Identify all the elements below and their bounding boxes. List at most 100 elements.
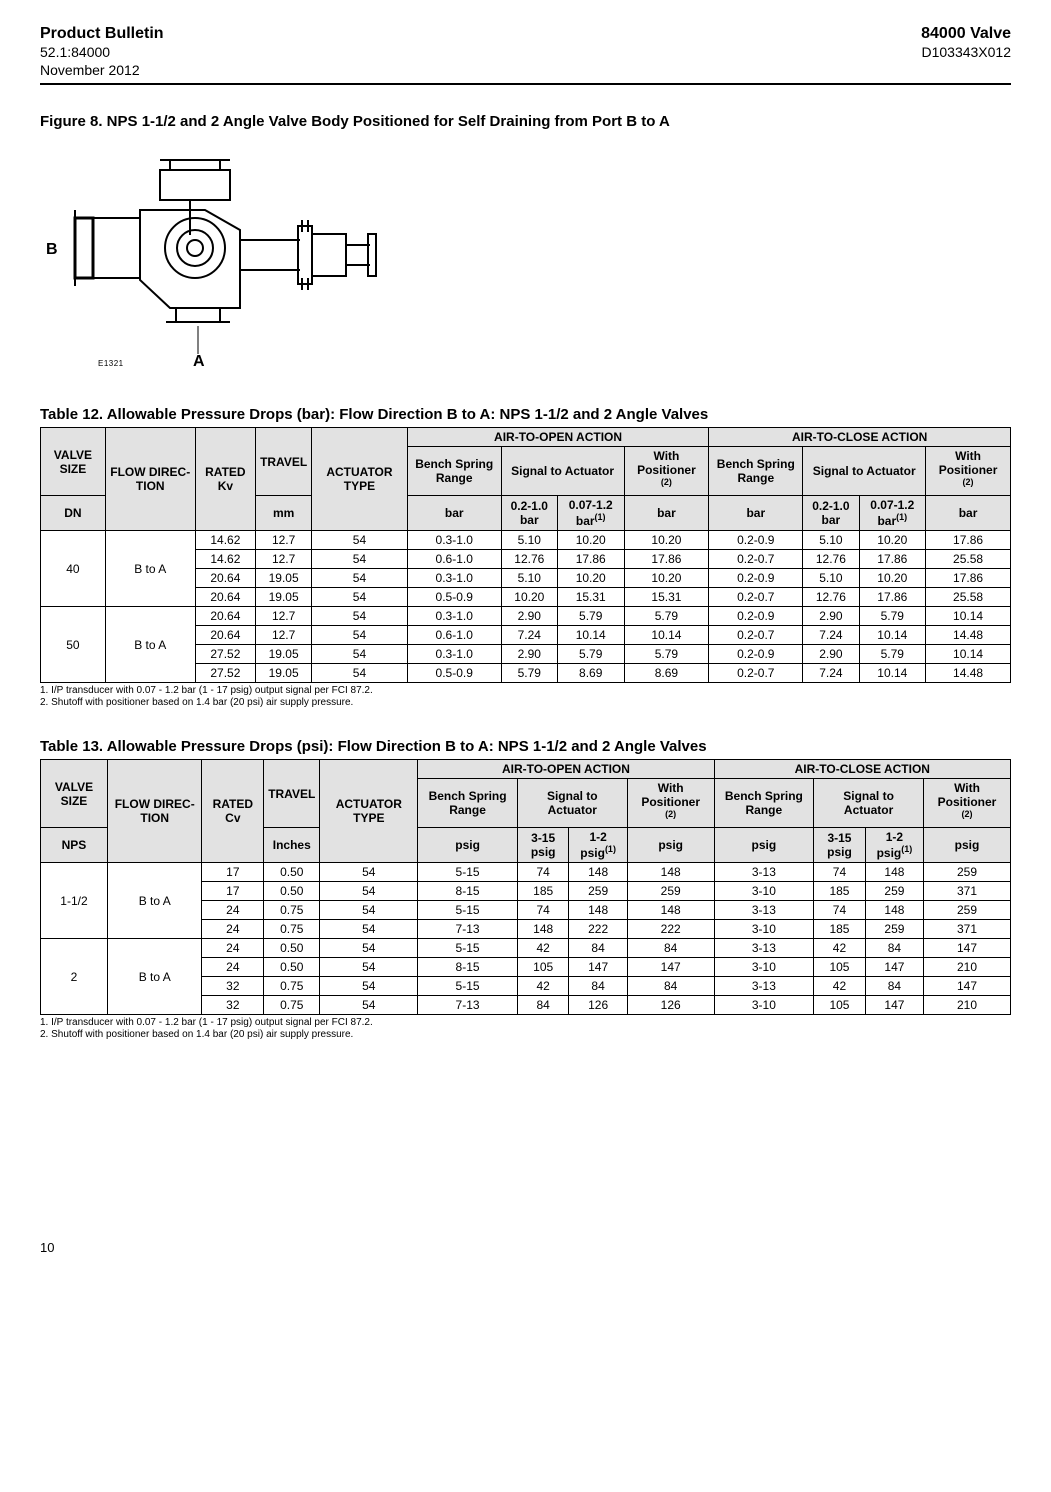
th-withpos-c: With Positioner(2) — [926, 447, 1011, 496]
cell: 0.75 — [264, 901, 320, 920]
table-12-footnotes: 1. I/P transducer with 0.07 - 1.2 bar (1… — [40, 685, 1011, 708]
cell: 20.64 — [195, 588, 255, 607]
th-atc: AIR-TO-CLOSE ACTION — [714, 760, 1010, 779]
th-mm: mm — [256, 496, 312, 531]
cell: 84 — [517, 996, 569, 1015]
cell: 2.90 — [803, 607, 859, 626]
cell: 54 — [320, 863, 418, 882]
cell: 24 — [202, 901, 264, 920]
cell: 10.20 — [501, 588, 557, 607]
cell: 3-10 — [714, 958, 814, 977]
cell: 12.7 — [256, 607, 312, 626]
cell: 54 — [312, 645, 408, 664]
th-actuator: ACTUATOR TYPE — [320, 760, 418, 863]
cell: 5-15 — [418, 939, 518, 958]
cell: 15.31 — [624, 588, 709, 607]
cell: 147 — [924, 939, 1011, 958]
cell: 74 — [517, 901, 569, 920]
cell: 259 — [569, 882, 627, 901]
cell: 54 — [320, 958, 418, 977]
cell: 10.14 — [624, 626, 709, 645]
cell: 74 — [814, 901, 866, 920]
cell: 20.64 — [195, 607, 255, 626]
cell: 147 — [865, 958, 923, 977]
th-rated: RATED Cv — [202, 760, 264, 863]
cell-flow: B to A — [105, 531, 195, 607]
cell: 210 — [924, 996, 1011, 1015]
th-valve-size: VALVE SIZE — [41, 760, 108, 828]
cell: 10.14 — [926, 607, 1011, 626]
cell: 5.79 — [624, 607, 709, 626]
cell: 3-10 — [714, 996, 814, 1015]
cell: 14.62 — [195, 550, 255, 569]
doc-series: Product Bulletin — [40, 24, 164, 44]
cell: 148 — [517, 920, 569, 939]
cell: 7-13 — [418, 920, 518, 939]
cell: 5.79 — [859, 645, 926, 664]
th-actuator: ACTUATOR TYPE — [312, 428, 408, 531]
cell: 0.3-1.0 — [407, 531, 501, 550]
th-nps: NPS — [41, 828, 108, 863]
cell: 5.79 — [557, 607, 624, 626]
th-r2-o: 0.07-1.2 bar(1) — [557, 496, 624, 531]
cell: 147 — [627, 958, 714, 977]
cell: 0.2-0.7 — [709, 550, 803, 569]
cell: 185 — [814, 920, 866, 939]
th-bar-4: bar — [926, 496, 1011, 531]
valve-diagram-svg: B A E1321 — [40, 140, 400, 370]
cell: 0.2-0.9 — [709, 607, 803, 626]
cell: 17 — [202, 863, 264, 882]
product-name: 84000 Valve — [921, 24, 1011, 44]
cell: 148 — [569, 901, 627, 920]
cell: 5-15 — [418, 977, 518, 996]
cell: 25.58 — [926, 588, 1011, 607]
cell: 7.24 — [803, 664, 859, 683]
cell: 42 — [517, 977, 569, 996]
cell: 5.79 — [624, 645, 709, 664]
cell: 148 — [865, 901, 923, 920]
cell-valve: 1-1/2 — [41, 863, 108, 939]
cell: 17.86 — [859, 550, 926, 569]
th-rated: RATED Kv — [195, 428, 255, 531]
cell: 10.14 — [926, 645, 1011, 664]
cell: 5.10 — [803, 569, 859, 588]
cell: 7-13 — [418, 996, 518, 1015]
cell: 5-15 — [418, 863, 518, 882]
cell: 259 — [924, 901, 1011, 920]
cell: 5.10 — [501, 531, 557, 550]
header-left: Product Bulletin 52.1:84000 November 201… — [40, 24, 164, 79]
th-psig-1: psig — [418, 828, 518, 863]
cell: 7.24 — [501, 626, 557, 645]
th-signal-c: Signal to Actuator — [814, 779, 924, 828]
page-header: Product Bulletin 52.1:84000 November 201… — [40, 24, 1011, 85]
cell: 42 — [814, 977, 866, 996]
cell: 54 — [312, 588, 408, 607]
th-withpos-c: With Positioner(2) — [924, 779, 1011, 828]
cell: 17 — [202, 882, 264, 901]
cell: 32 — [202, 977, 264, 996]
cell: 148 — [627, 901, 714, 920]
cell: 27.52 — [195, 664, 255, 683]
th-signal-c: Signal to Actuator — [803, 447, 926, 496]
cell-flow: B to A — [105, 607, 195, 683]
page-number: 10 — [40, 1240, 54, 1255]
cell: 19.05 — [256, 645, 312, 664]
cell: 3-10 — [714, 920, 814, 939]
header-right: 84000 Valve D103343X012 — [921, 24, 1011, 79]
cell: 42 — [814, 939, 866, 958]
th-withpos-o: With Positioner(2) — [624, 447, 709, 496]
cell: 222 — [627, 920, 714, 939]
cell: 0.75 — [264, 996, 320, 1015]
th-ato: AIR-TO-OPEN ACTION — [407, 428, 709, 447]
cell: 259 — [865, 920, 923, 939]
cell: 0.5-0.9 — [407, 588, 501, 607]
cell: 12.76 — [803, 588, 859, 607]
cell: 10.20 — [624, 531, 709, 550]
cell-valve: 50 — [41, 607, 106, 683]
th-dn: DN — [41, 496, 106, 531]
cell: 2.90 — [501, 645, 557, 664]
th-r1-c: 0.2-1.0 bar — [803, 496, 859, 531]
cell: 84 — [569, 977, 627, 996]
cell: 24 — [202, 920, 264, 939]
figure-title: Figure 8. NPS 1-1/2 and 2 Angle Valve Bo… — [40, 113, 1011, 130]
